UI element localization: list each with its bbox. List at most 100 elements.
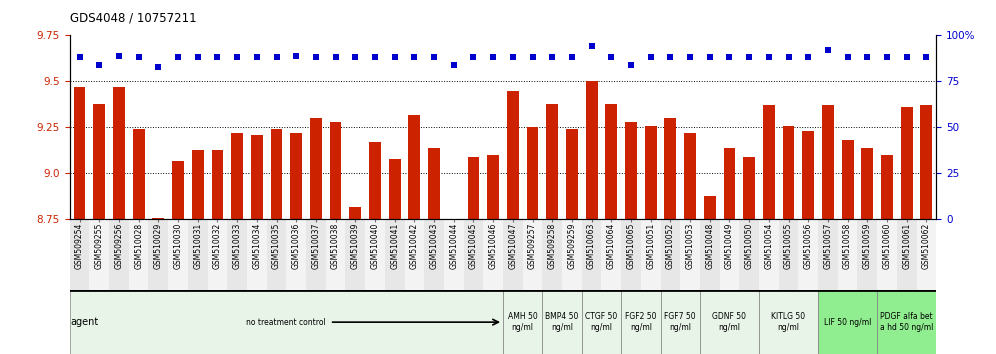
- Text: FGF2 50
ng/ml: FGF2 50 ng/ml: [625, 313, 656, 332]
- Bar: [74, 87, 86, 219]
- Bar: [207, 219, 227, 290]
- Bar: [622, 219, 640, 290]
- Bar: [818, 219, 838, 290]
- Point: [800, 55, 816, 60]
- Text: AMH 50
ng/ml: AMH 50 ng/ml: [508, 313, 538, 332]
- Bar: [487, 155, 499, 219]
- FancyBboxPatch shape: [622, 290, 660, 354]
- Text: GDS4048 / 10757211: GDS4048 / 10757211: [70, 12, 196, 25]
- Point: [367, 55, 382, 60]
- Point: [604, 55, 620, 60]
- Bar: [267, 219, 287, 290]
- Text: GSM510040: GSM510040: [371, 223, 379, 269]
- Bar: [428, 148, 440, 219]
- Text: GSM509259: GSM509259: [568, 223, 577, 269]
- Text: GSM510032: GSM510032: [213, 223, 222, 269]
- Point: [446, 62, 462, 68]
- Text: GSM510049: GSM510049: [725, 223, 734, 269]
- Point: [249, 55, 265, 60]
- Bar: [723, 148, 735, 219]
- Text: KITLG 50
ng/ml: KITLG 50 ng/ml: [772, 313, 806, 332]
- Bar: [271, 129, 283, 219]
- Text: GSM509256: GSM509256: [115, 223, 124, 269]
- Text: GSM510029: GSM510029: [153, 223, 162, 269]
- Point: [761, 55, 777, 60]
- Text: GSM510034: GSM510034: [252, 223, 261, 269]
- Bar: [700, 219, 719, 290]
- Bar: [783, 126, 795, 219]
- Bar: [566, 129, 578, 219]
- Bar: [152, 218, 164, 219]
- Point: [564, 55, 580, 60]
- Point: [485, 55, 501, 60]
- Bar: [503, 219, 523, 290]
- Point: [170, 55, 186, 60]
- Point: [111, 53, 126, 58]
- Text: GSM510044: GSM510044: [449, 223, 458, 269]
- Point: [918, 55, 934, 60]
- Text: GSM510047: GSM510047: [508, 223, 517, 269]
- Text: agent: agent: [71, 317, 99, 327]
- Text: GSM510050: GSM510050: [745, 223, 754, 269]
- Point: [860, 55, 875, 60]
- Text: GSM510045: GSM510045: [469, 223, 478, 269]
- Text: GSM510036: GSM510036: [292, 223, 301, 269]
- Text: GSM510041: GSM510041: [390, 223, 399, 269]
- Bar: [424, 219, 444, 290]
- Text: GSM510051: GSM510051: [646, 223, 655, 269]
- Point: [130, 55, 146, 60]
- Point: [269, 55, 285, 60]
- Bar: [287, 219, 306, 290]
- Point: [150, 64, 166, 69]
- Point: [898, 55, 914, 60]
- Bar: [858, 219, 877, 290]
- Bar: [326, 219, 346, 290]
- Bar: [346, 219, 366, 290]
- Point: [348, 55, 364, 60]
- Point: [840, 55, 856, 60]
- Bar: [467, 157, 479, 219]
- Text: GSM510062: GSM510062: [922, 223, 931, 269]
- Bar: [625, 122, 636, 219]
- Bar: [388, 159, 400, 219]
- Text: GSM510042: GSM510042: [410, 223, 419, 269]
- FancyBboxPatch shape: [759, 290, 818, 354]
- Bar: [231, 133, 243, 219]
- Point: [92, 62, 108, 68]
- Text: GSM510057: GSM510057: [824, 223, 833, 269]
- Bar: [896, 219, 916, 290]
- Point: [229, 55, 245, 60]
- Text: GSM509255: GSM509255: [95, 223, 104, 269]
- Bar: [94, 103, 106, 219]
- Point: [209, 55, 225, 60]
- Bar: [247, 219, 267, 290]
- Point: [288, 53, 304, 58]
- Text: GSM510065: GSM510065: [626, 223, 635, 269]
- FancyBboxPatch shape: [660, 290, 700, 354]
- Bar: [684, 133, 696, 219]
- Text: FGF7 50
ng/ml: FGF7 50 ng/ml: [664, 313, 696, 332]
- Bar: [546, 103, 558, 219]
- Bar: [128, 219, 148, 290]
- Bar: [211, 149, 223, 219]
- Bar: [444, 219, 463, 290]
- Bar: [799, 219, 818, 290]
- Text: GSM509258: GSM509258: [548, 223, 557, 269]
- Point: [584, 44, 600, 49]
- Bar: [404, 219, 424, 290]
- Text: GSM510046: GSM510046: [489, 223, 498, 269]
- Bar: [920, 105, 932, 219]
- Text: GSM509254: GSM509254: [75, 223, 84, 269]
- Bar: [366, 219, 384, 290]
- Point: [721, 55, 737, 60]
- Point: [386, 55, 402, 60]
- Point: [623, 62, 639, 68]
- Text: LIF 50 ng/ml: LIF 50 ng/ml: [824, 318, 872, 327]
- Text: GSM510035: GSM510035: [272, 223, 281, 269]
- Text: GSM510031: GSM510031: [193, 223, 202, 269]
- FancyBboxPatch shape: [818, 290, 877, 354]
- Text: GSM510038: GSM510038: [331, 223, 340, 269]
- Bar: [803, 131, 814, 219]
- Bar: [483, 219, 503, 290]
- Bar: [644, 126, 656, 219]
